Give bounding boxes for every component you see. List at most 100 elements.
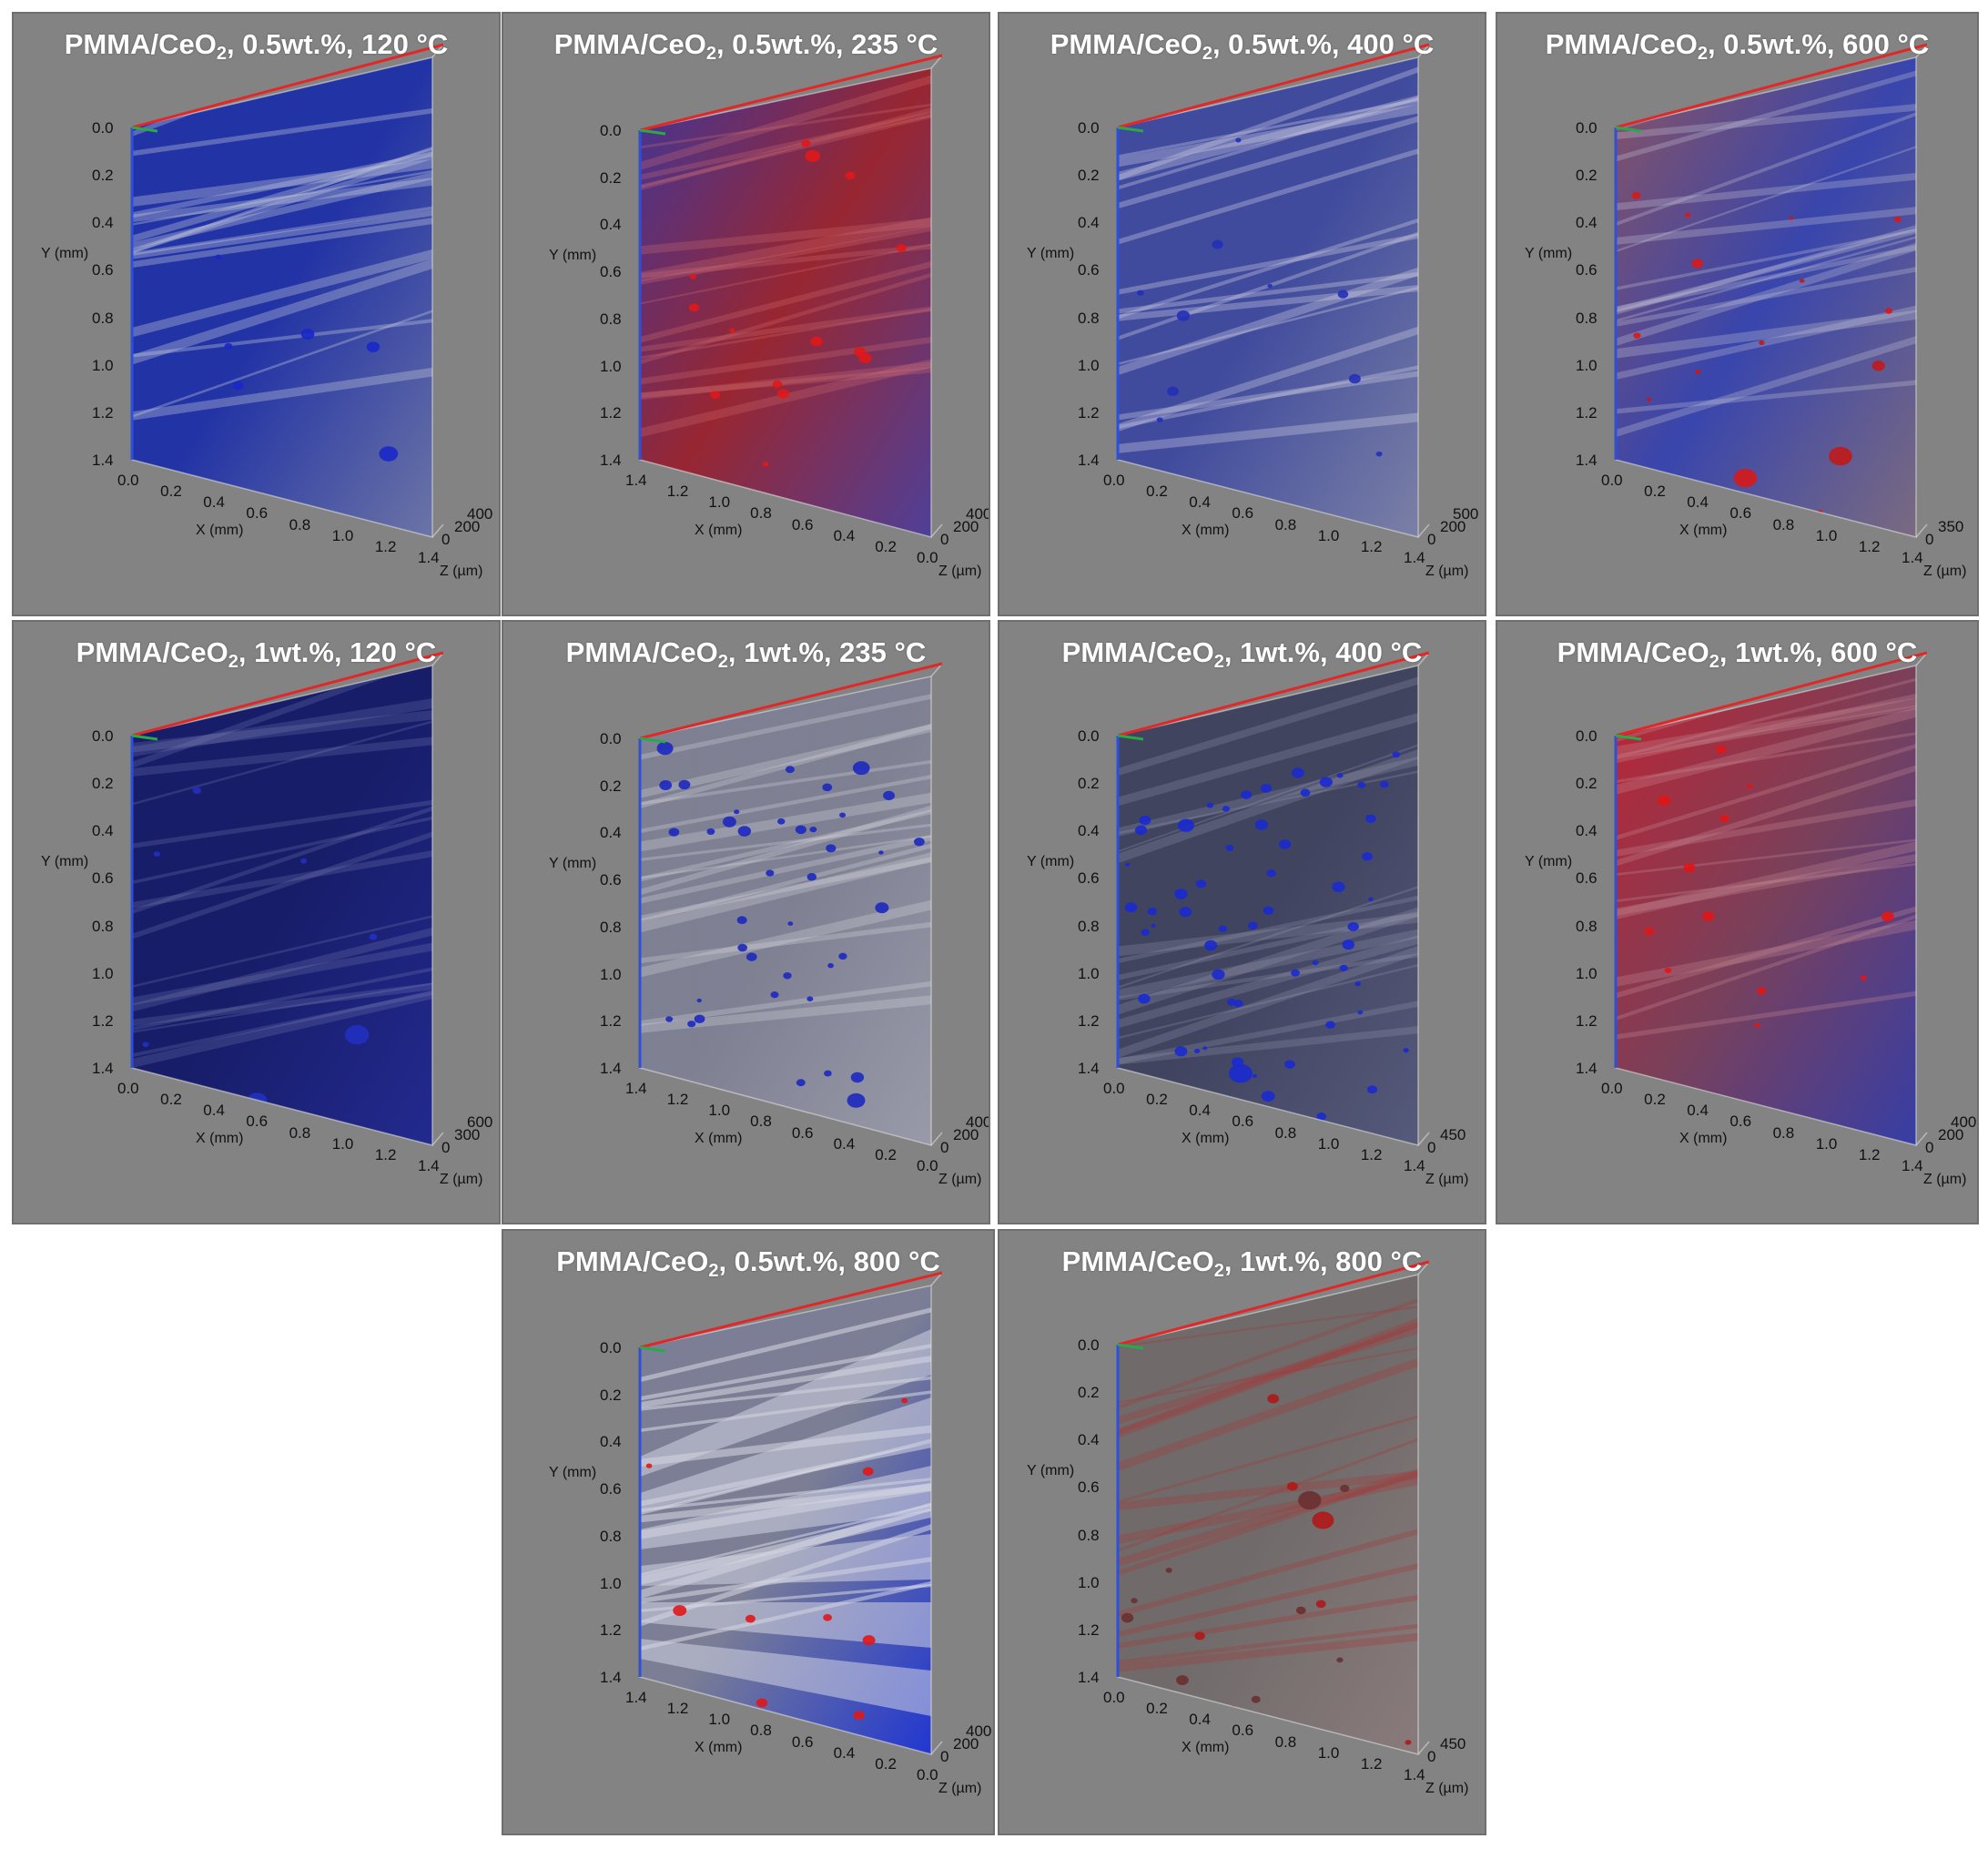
y-tick-label: 1.2: [92, 1011, 114, 1030]
particle-spot: [1139, 815, 1151, 826]
panel-title: PMMA/CeO2, 1wt.%, 120 °C: [14, 636, 499, 673]
x-tick-label: 0.4: [1189, 493, 1211, 512]
title-subscript: 2: [705, 44, 716, 64]
x-axis-label: X (mm): [1182, 1739, 1230, 1755]
x-tick-label: 0.8: [750, 1722, 772, 1740]
particle-spot: [1193, 1048, 1201, 1054]
particle-spot: [1799, 279, 1805, 283]
z-tick-label: 200: [1440, 518, 1466, 535]
particle-spot: [1633, 332, 1641, 339]
title-subscript: 2: [717, 652, 728, 672]
tomography-panel: PMMA/CeO2, 0.5wt.%, 120 °C 0.0 0.2 0.4 0.6 0.…: [12, 12, 501, 616]
particle-spot: [1357, 781, 1366, 788]
z-tick-label: 500: [1453, 505, 1479, 523]
title-text: PMMA/CeO: [556, 1245, 709, 1277]
particle-spot: [1694, 369, 1701, 375]
particle-spot: [147, 501, 157, 509]
particle-spot: [656, 741, 674, 756]
x-tick-label: 0.0: [1601, 1080, 1623, 1097]
x-tick-label: 0.2: [1644, 1091, 1666, 1109]
x-tick-label: 0.4: [1687, 1102, 1709, 1120]
x-tick-label: 1.4: [418, 1157, 440, 1174]
title-text: PMMA/CeO: [64, 28, 217, 60]
z-tick-label: 200: [953, 518, 979, 535]
particle-spot: [1631, 191, 1641, 199]
x-axis-label: X (mm): [695, 1739, 743, 1755]
z-tick-label: 200: [953, 1126, 979, 1143]
particle-spot: [1316, 1112, 1327, 1121]
y-tick-label: 0.0: [1078, 119, 1100, 137]
particle-spot: [1871, 361, 1885, 371]
particle-spot: [1392, 751, 1401, 758]
y-axis-label: Y (mm): [1027, 854, 1075, 870]
x-tick-label: 1.0: [1815, 526, 1838, 544]
x-tick-label: 0.2: [875, 1145, 897, 1163]
particle-spot: [300, 329, 315, 340]
particle-spot: [1646, 397, 1652, 402]
y-tick-label: 1.2: [600, 404, 622, 422]
particle-spot: [1125, 862, 1131, 867]
particle-spot: [1235, 137, 1242, 143]
particle-spot: [1156, 417, 1163, 422]
x-tick-label: 1.0: [708, 1102, 731, 1120]
particle-spot: [668, 828, 680, 837]
z-axis-label: Z (µm): [1923, 1172, 1967, 1187]
z-tick-label: 450: [1440, 1126, 1466, 1143]
x-tick-label: 0.0: [917, 549, 938, 566]
x-tick-label: 0.2: [1146, 483, 1168, 501]
particle-spot: [1266, 869, 1276, 878]
y-tick-label: 0.0: [92, 727, 114, 745]
title-subscript: 2: [1202, 44, 1212, 64]
x-tick-label: 1.4: [625, 1080, 647, 1097]
z-tick-label: 400: [467, 505, 493, 523]
x-tick-label: 0.8: [750, 504, 772, 523]
y-tick-label: 0.0: [1078, 727, 1100, 745]
x-tick-label: 0.0: [117, 1080, 139, 1097]
particle-spot: [1165, 1567, 1172, 1573]
z-axis-label: Z (µm): [440, 1172, 483, 1187]
y-tick-label: 0.6: [1576, 261, 1598, 279]
z-axis-line: [639, 737, 666, 744]
tomography-panel: PMMA/CeO2, 1wt.%, 235 °C 0.0 0.2 0.4 0.6 0.8 1…: [502, 620, 990, 1224]
particle-spot: [1789, 216, 1794, 220]
y-tick-label: 0.8: [1576, 309, 1598, 327]
z-axis-line: [1117, 1343, 1144, 1350]
particle-spot: [1279, 839, 1292, 849]
y-tick-label: 0.2: [92, 775, 114, 793]
sample-volume: [1118, 1275, 1418, 1754]
volume-render: [638, 662, 943, 1146]
x-tick-label: 0.6: [791, 1123, 814, 1142]
z-tick-label: 400: [1951, 1113, 1977, 1131]
particle-spot: [1357, 1010, 1364, 1015]
z-tick-label: 0: [441, 531, 451, 548]
y-tick-label: 0.0: [600, 1339, 622, 1356]
particle-spot: [1300, 788, 1311, 798]
particle-spot: [1291, 969, 1300, 977]
title-suffix: , 0.5wt.%, 600 °C: [1707, 28, 1930, 60]
particle-spot: [678, 779, 691, 790]
sample-volume: [1118, 665, 1418, 1145]
particle-spot: [1312, 960, 1319, 966]
particle-spot: [756, 1698, 768, 1708]
particle-spot: [1176, 310, 1191, 321]
particle-spot: [896, 244, 907, 252]
x-axis-label: X (mm): [196, 1130, 244, 1146]
particle-spot: [232, 381, 244, 391]
y-tick-label: 1.0: [1576, 964, 1598, 982]
z-axis-label: Z (µm): [938, 1781, 982, 1796]
z-axis-label: Z (µm): [938, 564, 982, 579]
particle-spot: [914, 838, 925, 847]
title-text: PMMA/CeO: [1050, 28, 1202, 60]
x-tick-label: 0.0: [1601, 472, 1623, 489]
y-tick-label: 1.2: [600, 1621, 622, 1640]
x-axis-line: [1615, 43, 1928, 129]
y-axis-label: Y (mm): [1027, 1463, 1075, 1479]
x-tick-label: 1.4: [1404, 549, 1425, 566]
title-suffix: , 0.5wt.%, 800 °C: [718, 1245, 940, 1277]
particle-spot: [838, 952, 847, 960]
z-tick-label: 400: [966, 1722, 992, 1740]
particle-spot: [215, 254, 222, 259]
particle-spot: [1893, 216, 1902, 223]
tomography-panel: PMMA/CeO2, 0.5wt.%, 600 °C 0.0 0.2 0.4 0.6 0.…: [1496, 12, 1979, 616]
volume-render: [1614, 651, 1928, 1146]
